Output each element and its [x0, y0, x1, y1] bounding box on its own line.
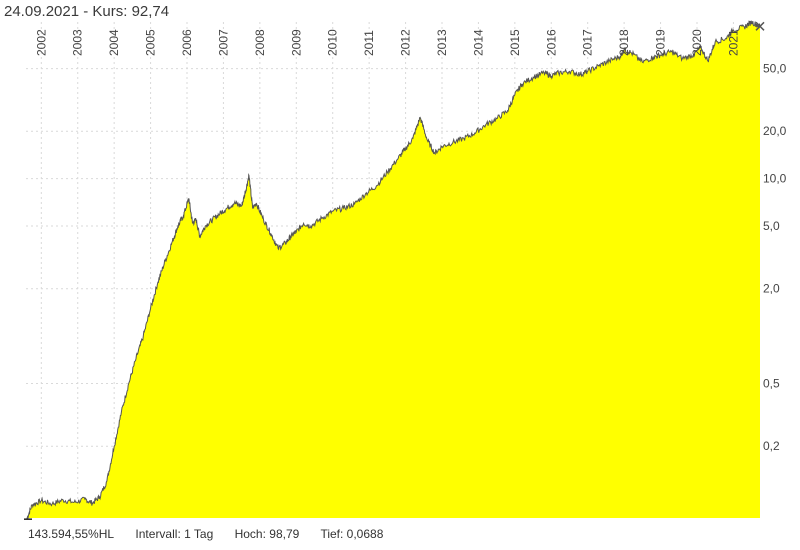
y-tick-label: 0,5: [763, 377, 780, 391]
y-tick-label: 2,0: [763, 282, 780, 296]
interval-info: Intervall: 1 Tag: [135, 527, 214, 541]
y-tick-label: 0,2: [763, 439, 780, 453]
x-tick-label: 2004: [107, 29, 121, 56]
x-tick-label: 2012: [399, 29, 413, 56]
x-tick-label: 2019: [654, 29, 668, 56]
low-value: Tief: 0,0688: [320, 527, 384, 541]
y-tick-label: 50,0: [763, 62, 787, 76]
x-tick-label: 2003: [71, 29, 85, 56]
x-tick-label: 2007: [216, 29, 230, 56]
x-tick-label: 2008: [253, 29, 267, 56]
hl-percentage: 143.594,55%HL: [28, 527, 115, 541]
y-tick-label: 20,0: [763, 124, 787, 138]
x-tick-label: 2015: [508, 29, 522, 56]
x-tick-label: 2006: [180, 29, 194, 56]
x-tick-label: 2018: [617, 29, 631, 56]
x-tick-label: 2010: [326, 29, 340, 56]
x-tick-label: 2016: [544, 29, 558, 56]
y-tick-label: 5,0: [763, 219, 780, 233]
x-tick-label: 2009: [289, 29, 303, 56]
x-tick-label: 2020: [690, 29, 704, 56]
chart-title: 24.09.2021 - Kurs: 92,74: [4, 3, 170, 20]
x-tick-label: 2013: [435, 29, 449, 56]
price-line: [26, 20, 761, 521]
x-tick-label: 2021: [726, 29, 740, 56]
x-tick-label: 2014: [471, 29, 485, 56]
x-tick-label: 2005: [144, 29, 158, 56]
x-tick-label: 2011: [362, 30, 376, 56]
x-tick-label: 2002: [34, 29, 48, 56]
price-area: [26, 20, 760, 520]
y-tick-label: 10,0: [763, 172, 787, 186]
x-tick-label: 2017: [581, 29, 595, 56]
high-value: Hoch: 98,79: [234, 527, 300, 541]
last-price-marker: [755, 21, 765, 31]
chart-footer: 143.594,55%HL Intervall: 1 Tag Hoch: 98,…: [28, 527, 401, 541]
